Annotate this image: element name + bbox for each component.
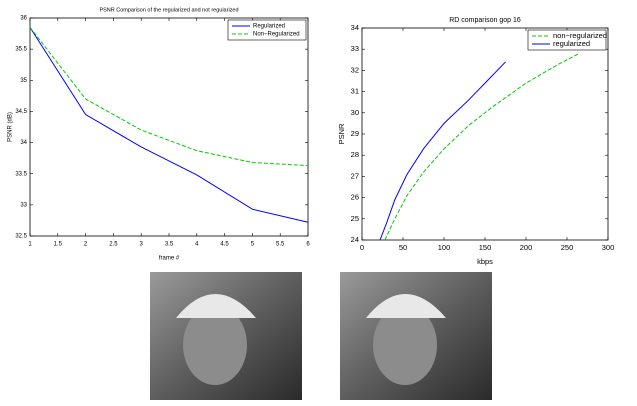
x-tick-label: 0 (360, 243, 364, 252)
y-axis-label: PSNR (337, 123, 346, 144)
x-tick-label: 2 (84, 242, 88, 248)
series-line (379, 61, 506, 241)
x-tick-label: 5.5 (276, 242, 285, 248)
legend-label: Non−Regularized (253, 32, 300, 38)
x-tick-label: 300 (602, 243, 615, 252)
x-tick-label: 200 (520, 243, 533, 252)
y-tick-label: 28 (351, 150, 359, 159)
y-tick-label: 35.5 (15, 47, 27, 53)
y-tick-label: 34 (20, 140, 27, 146)
x-axis-label: kbps (477, 257, 493, 266)
legend-label: regularized (553, 39, 590, 48)
x-axis-label: frame # (159, 256, 180, 262)
x-tick-label: 4.5 (220, 242, 229, 248)
series-line (29, 27, 309, 223)
series-line (384, 52, 580, 241)
x-tick-label: 1.5 (54, 242, 63, 248)
legend-box (227, 19, 307, 41)
x-tick-label: 6 (306, 242, 310, 248)
legend-label: non−regularized (553, 31, 607, 40)
y-tick-label: 36 (20, 16, 27, 22)
y-tick-label: 32 (351, 65, 359, 74)
y-tick-label: 27 (351, 171, 359, 180)
legend-label: Regularized (253, 24, 285, 30)
x-tick-label: 2.5 (109, 242, 118, 248)
legend-box (527, 29, 607, 51)
x-tick-label: 100 (438, 243, 451, 252)
y-tick-label: 30 (351, 108, 359, 117)
y-tick-label: 33.5 (15, 171, 27, 177)
x-tick-label: 50 (399, 243, 407, 252)
x-tick-label: 1 (28, 242, 32, 248)
y-tick-label: 31 (351, 87, 359, 96)
series-line (29, 27, 309, 167)
y-tick-label: 34 (351, 23, 359, 32)
y-tick-label: 35 (20, 78, 27, 84)
plot-frame (29, 17, 309, 237)
image-right (340, 272, 492, 400)
y-tick-label: 33 (20, 202, 27, 208)
x-tick-label: 250 (561, 243, 574, 252)
y-tick-label: 26 (351, 193, 359, 202)
plot-frame (361, 27, 609, 241)
y-tick-label: 32.5 (15, 234, 27, 240)
y-tick-label: 24 (351, 235, 359, 244)
x-tick-label: 3.5 (165, 242, 174, 248)
y-axis-label: PSNR (dB) (8, 112, 14, 142)
y-tick-label: 34.5 (15, 109, 27, 115)
x-tick-label: 4 (195, 242, 199, 248)
y-tick-label: 29 (351, 129, 359, 138)
x-tick-label: 5 (251, 242, 255, 248)
x-tick-label: 150 (479, 243, 492, 252)
chart-title: PSNR Comparison of the regularized and n… (99, 7, 238, 13)
chart-title: RD comparison gop 16 (449, 17, 521, 24)
y-tick-label: 33 (351, 44, 359, 53)
image-left (150, 272, 302, 400)
y-tick-label: 25 (351, 214, 359, 223)
x-tick-label: 3 (140, 242, 144, 248)
